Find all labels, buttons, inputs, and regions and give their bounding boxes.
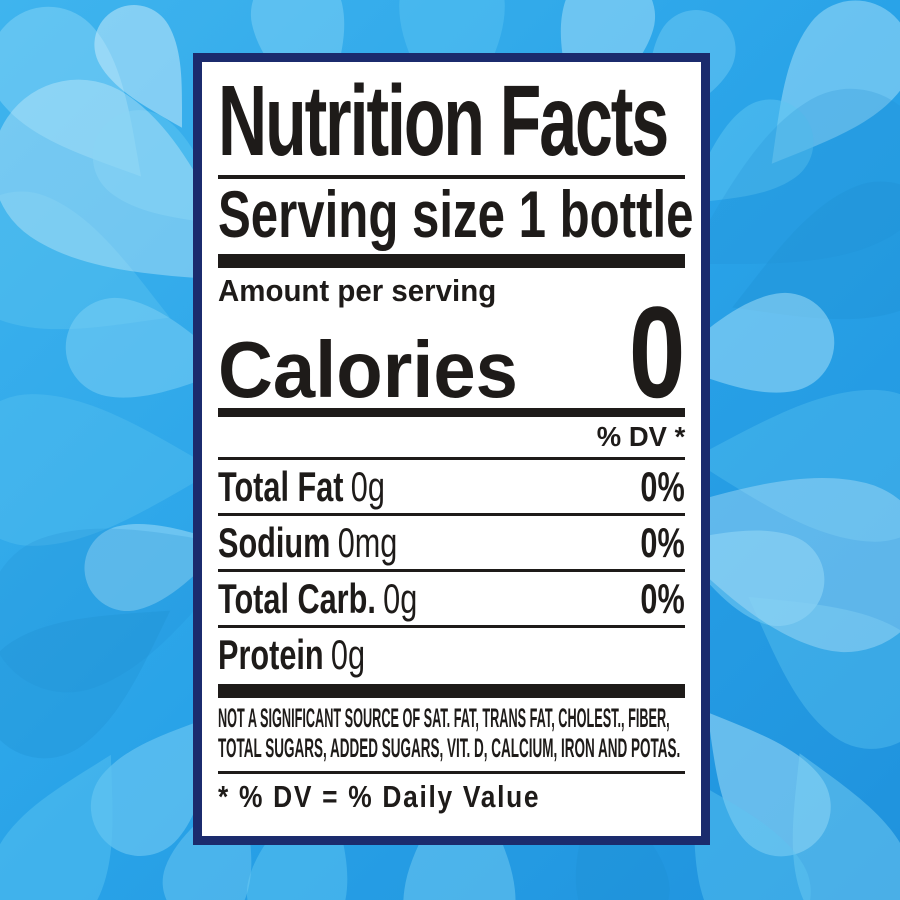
separator-bar-medium [218, 407, 685, 417]
droplet-shape [0, 754, 113, 900]
nutrient-dv: 0% [640, 575, 685, 623]
nutrient-table: Total Fat 0g 0% Sodium 0mg 0% Total Carb. 0… [218, 457, 685, 681]
calories-label: Calories [218, 324, 518, 414]
droplet-shape [94, 5, 183, 128]
amount-per-serving: Amount per serving [218, 273, 685, 308]
droplet-shape [65, 297, 234, 398]
droplet-shape [0, 610, 171, 759]
droplet-shape [0, 394, 216, 546]
separator-bar-thick-top [218, 254, 685, 268]
nutrient-amount: 0mg [337, 519, 398, 567]
nutrient-name-amount: Total Carb. 0g [218, 578, 417, 620]
droplet-shape [90, 714, 218, 856]
droplet-shape [707, 712, 831, 857]
nutrient-name-amount: Protein 0g [218, 634, 365, 676]
page-title: Nutrition Facts [218, 65, 685, 177]
droplet-shape [732, 181, 900, 320]
droplet-shape [0, 528, 248, 693]
title-rule [218, 175, 685, 179]
serving-size: Serving size 1 bottle [218, 181, 693, 247]
nutrient-amount: 0g [330, 631, 366, 679]
droplet-shape [0, 191, 170, 330]
nutrient-dv: 0% [640, 519, 685, 567]
calories-row: Calories 0 [218, 278, 685, 425]
title-text: Nutrition Facts [218, 65, 669, 177]
nutrient-name-amount: Total Fat 0g [218, 466, 385, 508]
droplet-shape [691, 389, 900, 542]
nutrient-amount: 0g [383, 575, 418, 623]
droplet-shape [643, 478, 900, 653]
droplet-shape [0, 79, 251, 282]
nutrient-dv: 0% [640, 463, 685, 511]
calories-value: 0 [628, 278, 685, 425]
dv-definition-text: * % DV = % Daily Value [218, 778, 541, 814]
dv-header-text: % DV * [596, 420, 685, 452]
footnote: NOT A SIGNIFICANT SOURCE OF SAT. FAT, TR… [218, 704, 685, 763]
table-row-sodium: Sodium 0mg 0% [218, 513, 685, 569]
separator-bar-thick-bottom [218, 684, 685, 699]
droplet-shape [686, 99, 814, 204]
table-row-total-fat: Total Fat 0g 0% [218, 457, 685, 513]
serving-size-text: Serving size 1 bottle [218, 177, 694, 251]
amount-per-serving-text: Amount per serving [218, 273, 497, 308]
table-row-protein: Protein 0g [218, 625, 685, 681]
droplet-shape [792, 753, 900, 900]
footnote-line-2: TOTAL SUGARS, ADDED SUGARS, VIT. D, CALC… [218, 733, 681, 764]
droplet-shape [693, 781, 811, 900]
table-row-total-carb: Total Carb. 0g 0% [218, 569, 685, 625]
nutrient-name: Protein [218, 631, 324, 679]
droplet-shape [672, 530, 825, 626]
droplet-shape [84, 524, 229, 612]
nutrition-label: Nutrition Facts Serving size 1 bottle Am… [193, 53, 710, 845]
droplet-shape [684, 88, 900, 265]
dv-header: % DV * [218, 420, 685, 453]
dv-definition: * % DV = % Daily Value [218, 778, 685, 814]
nutrient-name: Sodium [218, 519, 331, 567]
footnote-line-1: NOT A SIGNIFICANT SOURCE OF SAT. FAT, TR… [218, 703, 670, 734]
nutrient-name: Total Fat [218, 463, 344, 511]
droplet-shape [748, 596, 900, 749]
nutrient-amount: 0g [350, 463, 385, 511]
nutrient-name: Total Carb. [218, 575, 376, 623]
nutrient-name-amount: Sodium 0mg [218, 522, 397, 564]
footnote-rule [218, 770, 685, 774]
